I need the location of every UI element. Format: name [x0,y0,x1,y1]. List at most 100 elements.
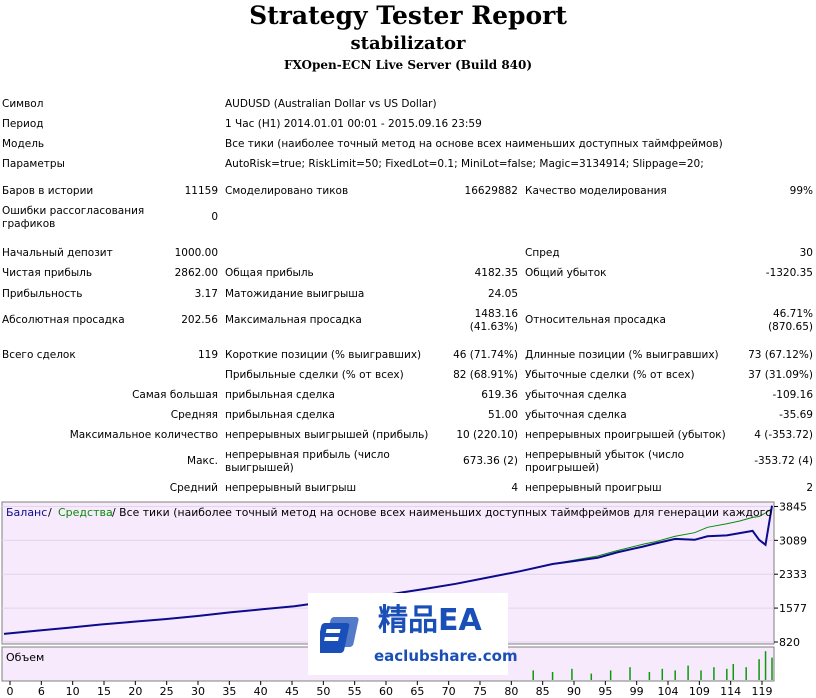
stat-label: Абсолютная просадка [2,314,125,326]
balance-line [3,505,773,635]
x-tick-label: 15 [97,685,111,698]
stat-label: Средний [169,482,218,494]
stat-value: -35.69 [779,409,813,421]
info-label: Модель [2,138,45,150]
stat-label: Средняя [170,409,218,421]
x-tick-label: 119 [752,685,773,698]
y-tick-label: 3845 [779,500,807,513]
stat-value: 4182.35 [474,267,518,279]
stat-label: Общая прибыль [225,267,314,279]
x-tick-label: 30 [191,685,205,698]
stat-label: непрерывный выигрыш [225,482,357,494]
watermark-logo-icon [320,617,359,653]
stat-value: 11159 [184,185,218,197]
legend-sep: / [48,506,52,519]
x-tick-label: 10 [66,685,80,698]
stat-label: Начальный депозит [2,247,113,259]
stat-value: 619.36 [481,389,518,401]
stat-value: 99% [789,185,813,197]
stat-value: 82 (68.91%) [453,369,518,381]
stat-label: Прибыльные сделки (% от всех) [225,369,404,381]
y-tick-label: 2333 [779,568,807,581]
y-tick-label: 820 [779,636,800,649]
stat-value: 1000.00 [174,247,218,259]
stat-label: убыточная сделка [525,409,627,421]
x-tick-label: 65 [410,685,424,698]
x-tick-label: 35 [222,685,236,698]
stat-value: 2 [806,482,813,494]
watermark: 精品EA eaclubshare.com [308,593,518,675]
stat-value: 46.71% [772,308,813,320]
stat-value: -353.72 (4) [754,455,813,467]
stat-label: Баров в истории [2,185,94,197]
stat-value: 119 [197,349,218,361]
stat-value: 51.00 [487,409,518,421]
x-tick-label: 20 [128,685,142,698]
stat-label: прибыльная сделка [225,389,335,401]
stat-value: 16629882 [464,185,518,197]
x-tick-label: 60 [379,685,393,698]
x-tick-label: 40 [254,685,268,698]
x-tick-label: 75 [473,685,487,698]
stat-value: 4 (-353.72) [754,429,813,441]
stat-value: 73 (67.12%) [748,349,813,361]
watermark-text: 精品EA [378,603,482,638]
info-value: 1 Час (H1) 2014.01.01 00:01 - 2015.09.16… [225,118,482,130]
stat-value: 10 (220.10) [456,429,518,441]
x-tick-label: 95 [598,685,612,698]
stat-label: Качество моделирования [525,185,667,197]
x-tick-label: 55 [348,685,362,698]
stat-label: непрерывный проигрыш [525,482,662,494]
stat-label: Общий убыток [525,267,607,279]
info-value: AutoRisk=true; RiskLimit=50; FixedLot=0.… [225,158,704,170]
x-tick-label: 90 [567,685,581,698]
x-tick-label: 99 [630,685,644,698]
stat-value: (870.65) [768,321,813,333]
stat-label: Матожидание выигрыша [225,288,365,300]
info-label: Символ [2,98,44,110]
y-tick-label: 1577 [779,602,807,615]
stat-value: 673.36 (2) [463,455,518,467]
info-value: AUDUSD (Australian Dollar vs US Dollar) [225,98,437,110]
stat-label: Прибыльность [2,288,83,300]
stat-label: Короткие позиции (% выигравших) [225,349,422,361]
info-label: Параметры [2,158,65,170]
stat-label: прибыльная сделка [225,409,335,421]
stat-value: 2862.00 [174,267,218,279]
info-value: Все тики (наиболее точный метод на основ… [225,138,723,150]
x-tick-label: 104 [658,685,679,698]
x-tick-label: 25 [160,685,174,698]
stat-label: Длинные позиции (% выигравших) [525,349,719,361]
stat-label: Ошибки рассогласования графиков [2,205,145,230]
stat-label: убыточная сделка [525,389,627,401]
stat-label: Самая большая [132,389,218,401]
stat-label: Макс. [187,455,218,467]
legend-balance: Баланс [6,506,47,519]
stat-value: 1483.16 [474,308,518,320]
x-tick-label: 6 [38,685,45,698]
balance-chart: Баланс / Средства / Все тики (наиболее т… [0,500,816,698]
x-tick-label: 45 [285,685,299,698]
stat-value: 3.17 [194,288,218,300]
stat-label: Максимальное количество [69,429,218,441]
stat-label: Относительная просадка [525,314,666,326]
stat-label: Спред [525,247,560,259]
stat-value: 30 [799,247,813,259]
stat-value: -109.16 [772,389,813,401]
x-tick-label: 50 [316,685,330,698]
stat-label: непрерывных выигрышей (прибыль) [225,429,429,441]
stat-label: Убыточные сделки (% от всех) [525,369,695,381]
watermark-url: eaclubshare.com [374,647,518,665]
legend-equity: Средства [58,506,113,519]
stat-label: Всего сделок [2,349,76,361]
stat-label: непрерывных проигрышей (убыток) [525,429,726,441]
x-tick-label: 80 [504,685,518,698]
stat-label: непрерывный убыток (число проигрышей) [525,449,685,474]
stat-value: 4 [511,482,518,494]
stat-value: (41.63%) [469,321,518,333]
stat-value: 202.56 [181,314,218,326]
server-name: FXOpen-ECN Live Server (Build 840) [283,58,533,72]
expert-name: stabilizator [350,33,466,54]
stat-value: 24.05 [487,288,518,300]
stat-label: Смоделировано тиков [225,185,349,197]
